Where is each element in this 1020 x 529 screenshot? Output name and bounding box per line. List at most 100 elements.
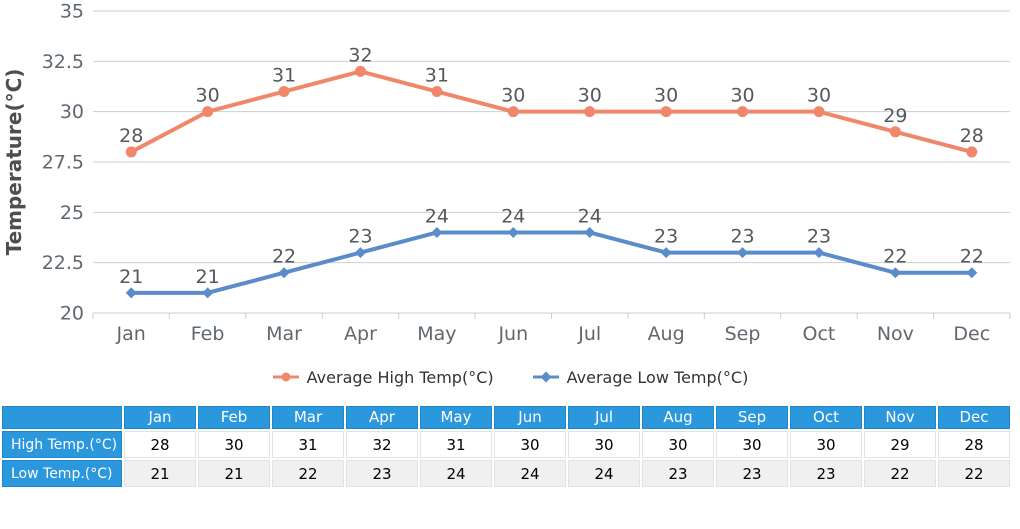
chart-legend: Average High Temp(°C) Average Low Temp(°… [0,362,1020,392]
data-point-marker [737,247,749,259]
table-value-cell: 24 [568,460,640,487]
data-point-marker [431,86,443,98]
x-tick-label: Jun [497,323,528,345]
table-value-cell: 30 [716,431,788,458]
table-value-cell: 32 [346,431,418,458]
low-temp-line-marker-icon [532,371,559,383]
table-row-label: High Temp.(°C) [2,431,122,458]
data-point-marker [278,267,290,279]
data-point-marker [584,106,596,118]
data-point-label: 28 [119,125,143,147]
legend-item-average-high-temp[interactable]: Average High Temp(°C) [272,368,494,387]
x-tick-label: Sep [725,323,761,345]
table-value-cell: 23 [716,460,788,487]
data-point-marker [125,287,137,299]
data-point-label: 30 [501,85,525,107]
data-point-label: 30 [654,85,678,107]
legend-item-average-low-temp[interactable]: Average Low Temp(°C) [532,367,749,387]
data-point-marker [889,126,901,138]
x-tick-label: Jul [577,323,601,345]
table-value-cell: 31 [420,431,492,458]
table-data-row: High Temp.(°C) 28 30 31 32 31 30 30 30 30 30 29 28 [2,431,1010,458]
table-value-cell: 21 [198,460,270,487]
table-value-cell: 22 [938,460,1010,487]
data-point-marker [507,106,519,118]
series-line [129,230,974,295]
temperature-data-table: Jan Feb Mar Apr May Jun Jul Aug Sep Oct Nov Dec High… [0,404,1012,489]
data-point-label: 32 [348,44,372,66]
data-point-label: 23 [807,226,831,248]
data-point-marker [966,146,978,158]
table-row-label: Low Temp.(°C) [2,460,122,487]
x-tick-label: Feb [191,323,225,345]
data-point-label: 24 [578,205,602,227]
data-point-label: 29 [883,105,907,127]
data-point-label: 30 [807,85,831,107]
table-value-cell: 21 [124,460,196,487]
table-value-cell: 30 [790,431,862,458]
table-corner-cell [2,406,122,429]
table-value-cell: 29 [864,431,936,458]
y-tick-label: 27.5 [42,152,84,174]
table-header-month: Mar [272,406,344,429]
data-point-marker [660,247,672,259]
data-point-label: 24 [425,205,449,227]
table-value-cell: 31 [272,431,344,458]
data-point-marker [584,226,596,238]
table-value-cell: 22 [864,460,936,487]
y-tick-label: 25 [60,202,84,224]
y-tick-label: 35 [60,1,84,23]
data-point-label: 30 [578,85,602,107]
table-header-month: Sep [716,406,788,429]
data-point-label: 21 [119,266,143,288]
data-point-label: 30 [196,85,220,107]
data-point-marker [202,287,214,299]
x-tick-label: Aug [648,323,685,345]
table-value-cell: 23 [642,460,714,487]
x-tick-label: Apr [344,323,377,345]
table-header-month: Jun [494,406,566,429]
data-point-marker [813,106,825,118]
data-point-label: 30 [730,85,754,107]
table-header-month: Feb [198,406,270,429]
data-point-label: 22 [960,246,984,268]
temperature-line-chart: 20 22.5 25 27.5 30 32.5 35 Jan Feb Mar Apr May Jun Ju… [2,1,1011,345]
table-header-month: Jan [124,406,196,429]
data-point-marker [278,86,290,98]
x-tick-label: Nov [877,323,914,345]
legend-label-high: Average High Temp(°C) [306,367,494,387]
data-point-label: 23 [348,226,372,248]
table-header-month: Jul [568,406,640,429]
table-header-month: Oct [790,406,862,429]
table-value-cell: 30 [568,431,640,458]
table-value-cell: 28 [124,431,196,458]
x-tick-label: Mar [266,323,302,345]
data-point-label: 23 [654,226,678,248]
data-point-marker [354,65,366,77]
y-tick-label: 32.5 [42,51,84,73]
y-tick-label: 20 [60,303,84,325]
x-tick-label: Oct [803,323,836,345]
data-point-label: 22 [272,246,296,268]
table-header-month: May [420,406,492,429]
table-value-cell: 30 [494,431,566,458]
table-value-cell: 23 [346,460,418,487]
legend-label-low: Average Low Temp(°C) [566,367,749,387]
table-value-cell: 30 [642,431,714,458]
line-chart-canvas: 20 22.5 25 27.5 30 32.5 35 Jan Feb Mar Apr May Jun Ju… [2,1,1011,345]
table-data-row: Low Temp.(°C) 21 21 22 23 24 24 24 23 23 23 22 22 [2,460,1010,487]
table-value-cell: 24 [420,460,492,487]
table-value-cell: 28 [938,431,1010,458]
x-tick-label: Jan [116,323,146,345]
table-value-cell: 30 [198,431,270,458]
table-header-row: Jan Feb Mar Apr May Jun Jul Aug Sep Oct Nov Dec [2,406,1010,429]
y-axis-title: Temperature(°C) [2,69,26,256]
data-point-label: 23 [730,226,754,248]
table-header-month: Apr [346,406,418,429]
data-point-label: 31 [272,65,296,87]
y-tick-label: 30 [60,101,84,123]
table-header-month: Aug [642,406,714,429]
data-point-marker [354,247,366,259]
data-point-label: 21 [196,266,220,288]
